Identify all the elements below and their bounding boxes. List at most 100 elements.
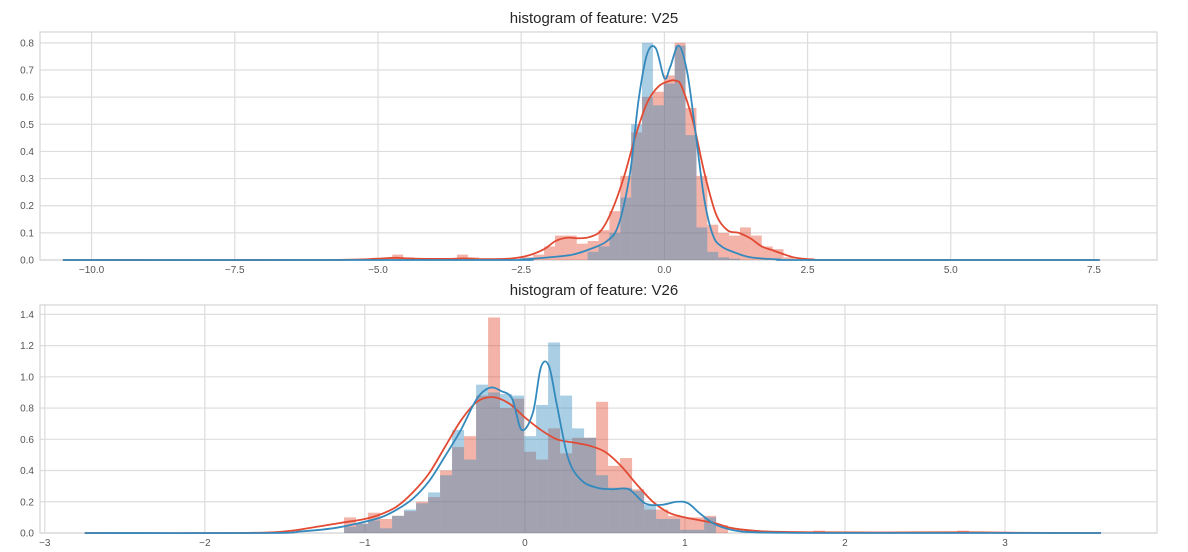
histogram-bar	[404, 511, 417, 533]
histogram-bar	[500, 408, 513, 533]
histogram-bar	[761, 246, 773, 260]
x-tick-label: −2	[199, 538, 211, 549]
histogram-bar	[656, 518, 669, 533]
histogram-bar	[718, 232, 730, 260]
histogram-bar	[680, 529, 693, 533]
histogram-bar	[642, 42, 653, 260]
histogram-bar	[644, 509, 657, 533]
histogram-bar	[642, 97, 653, 261]
histogram-bar	[620, 175, 632, 260]
histogram-bar	[716, 525, 729, 533]
histogram-bar	[739, 227, 751, 260]
histogram-bar	[392, 515, 405, 533]
x-tick-label: 1	[682, 538, 688, 549]
histogram-bar	[620, 458, 633, 533]
histogram-bar	[685, 108, 697, 260]
x-tick-label: −7.5	[225, 265, 245, 276]
y-tick-label: 0.6	[20, 93, 34, 104]
histogram-bar	[696, 175, 708, 260]
histogram-bar	[598, 246, 610, 260]
histogram-bar	[572, 428, 585, 533]
histogram-panel-v25: 0.0 0.1 0.2 0.3 0.4 0.5 0.6 0.7 0.8 −10.0 −7.5 −5.0…	[20, 31, 1158, 276]
y-tick-label: 0.0	[20, 529, 34, 540]
histogram-bar	[704, 517, 717, 533]
x-tick-label: 5.0	[944, 265, 958, 276]
y-tick-label: 1.4	[20, 310, 34, 321]
histogram-bar	[440, 475, 453, 533]
histogram-bar	[652, 91, 664, 260]
histogram-bar	[598, 230, 610, 260]
histogram-bar	[488, 392, 501, 533]
kde-line-class_1	[62, 79, 1100, 262]
x-tick-label: 2.5	[801, 265, 815, 276]
histogram-bar	[729, 258, 740, 260]
histogram-bar	[644, 504, 657, 533]
x-tick-label: −5.0	[368, 265, 388, 276]
chart-title-v26: histogram of feature: V26	[509, 282, 679, 299]
histogram-bar	[392, 515, 405, 533]
histogram-bar	[560, 395, 573, 533]
histogram-bar	[544, 246, 555, 260]
y-tick-label: 0.2	[20, 201, 34, 212]
histogram-bar	[536, 459, 549, 533]
histogram-bar	[464, 459, 477, 533]
histogram-bar	[476, 395, 489, 533]
histogram-bar	[663, 83, 675, 260]
x-tick-label: −10.0	[79, 265, 105, 276]
y-tick-label: 0.6	[20, 435, 34, 446]
histogram-bar	[476, 384, 489, 533]
histogram-bar	[663, 75, 675, 260]
histogram-bar	[587, 241, 599, 260]
y-tick-label: 0.8	[20, 38, 34, 49]
histogram-bar	[729, 235, 740, 260]
histogram-bars-class_0	[587, 42, 740, 261]
histogram-bar	[631, 124, 643, 261]
x-tick-label: 2	[842, 538, 848, 549]
histogram-bar	[524, 451, 537, 533]
histogram-bar	[488, 317, 501, 533]
x-tick-label: −1	[359, 538, 371, 549]
histogram-bar	[416, 501, 429, 533]
y-tick-label: 0.4	[20, 466, 34, 477]
histogram-bar	[620, 197, 632, 260]
histogram-bar	[609, 232, 621, 260]
histogram-bar	[596, 401, 609, 533]
histogram-bar	[440, 470, 453, 533]
plot-frame	[39, 31, 1158, 261]
x-tick-label: 7.5	[1087, 265, 1101, 276]
histogram-bar	[707, 224, 719, 260]
kde-line-class_1	[84, 396, 1101, 535]
histogram-bar	[356, 523, 369, 533]
histogram-bar	[609, 211, 621, 260]
histogram-bar	[620, 487, 633, 533]
histogram-bar	[560, 453, 573, 533]
histogram-bar	[380, 518, 393, 533]
y-tick-label: 0.3	[20, 174, 34, 185]
y-tick-label: 0.8	[20, 404, 34, 415]
histogram-bar	[587, 251, 599, 260]
histogram-bar	[656, 509, 669, 533]
histogram-bar	[692, 529, 705, 533]
histogram-bar	[783, 257, 795, 260]
histogram-bar	[750, 235, 762, 260]
y-tick-label: 1.0	[20, 372, 34, 383]
histogram-bar	[512, 398, 525, 533]
histogram-bar	[674, 42, 686, 260]
x-tick-label: −3	[39, 538, 51, 549]
x-tick-label: −2.5	[511, 265, 531, 276]
x-tick-label: 3	[1002, 538, 1008, 549]
histogram-bar	[608, 487, 621, 533]
histogram-bar	[668, 518, 681, 533]
kde-line-class_0	[84, 360, 1101, 535]
histogram-bar	[696, 227, 708, 260]
histogram-bar	[457, 254, 468, 260]
histogram-bar	[464, 436, 477, 533]
histogram-bar	[674, 45, 686, 261]
y-tick-label: 0.4	[20, 147, 34, 158]
y-tick-label: 0.7	[20, 66, 34, 77]
histogram-bar	[536, 404, 549, 533]
histogram-bar	[380, 528, 393, 533]
kde-line-class_0	[62, 44, 1100, 261]
histogram-bar	[548, 428, 561, 533]
